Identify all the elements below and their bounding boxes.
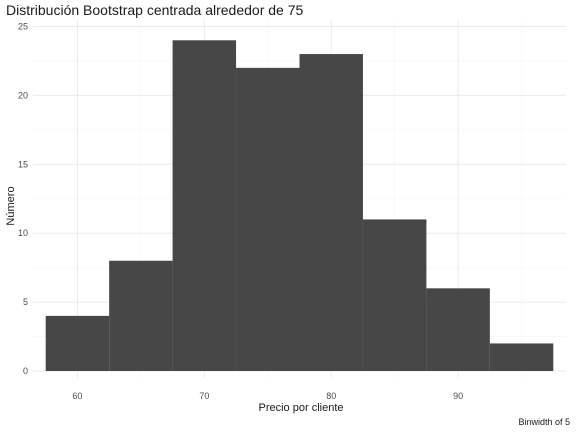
y-tick-label: 5 [23,297,28,307]
x-tick-label: 90 [453,391,463,401]
y-tick-label: 20 [18,90,28,100]
histogram-bar [489,343,554,371]
y-tick-label: 25 [18,22,28,32]
histogram-bar [45,315,110,371]
y-tick-label: 0 [23,366,28,376]
axis-tick-labels: 0 5 10 15 20 25 60 70 80 90 [18,22,463,402]
histogram-bar [362,219,427,371]
histogram-bar [299,54,363,372]
x-tick-label: 70 [199,391,209,401]
x-axis-title: Precio por cliente [259,402,344,414]
y-tick-label: 10 [18,228,28,238]
chart-caption: Binwidth of 5 [518,417,570,427]
histogram-bar [172,40,237,371]
x-tick-label: 80 [326,391,336,401]
histogram-bars [45,40,554,372]
chart-title: Distribución Bootstrap centrada alrededo… [6,2,304,18]
histogram-bar [109,260,173,371]
y-tick-label: 15 [18,159,28,169]
y-axis-title: Número [5,186,17,225]
x-tick-label: 60 [72,391,82,401]
histogram-bar [236,67,300,371]
histogram-bar [426,288,490,371]
